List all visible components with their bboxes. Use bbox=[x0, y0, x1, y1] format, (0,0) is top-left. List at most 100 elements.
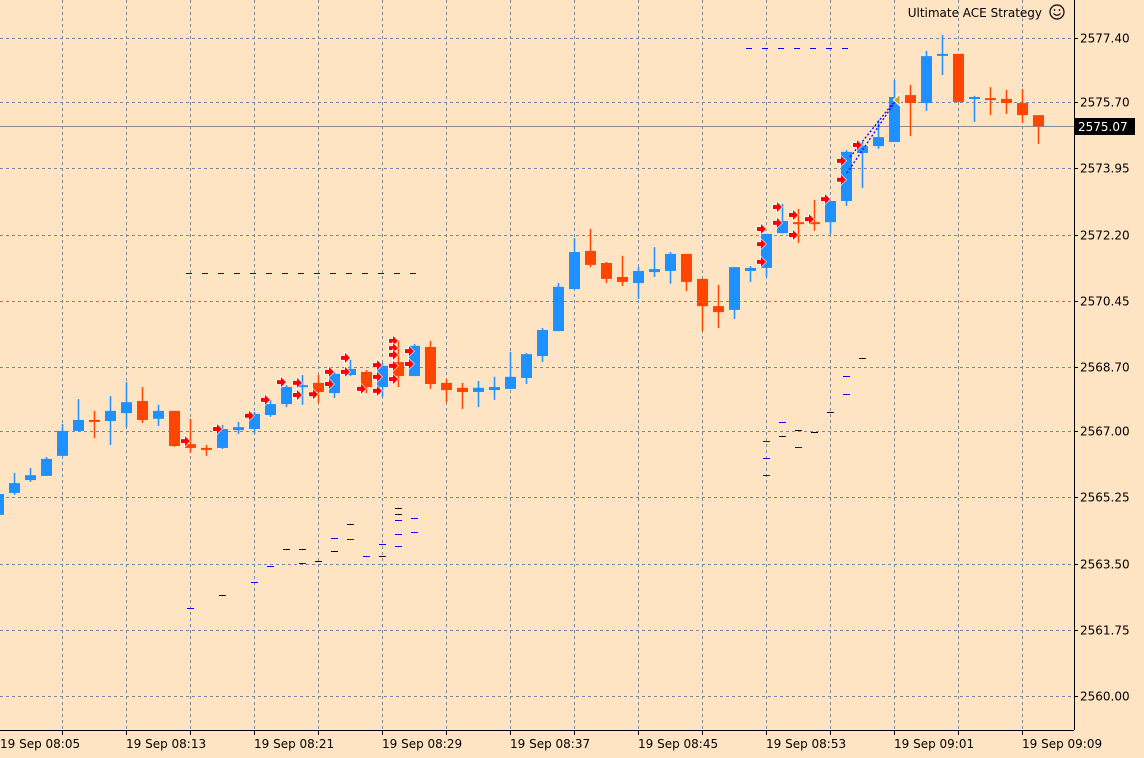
buy-arrow-icon bbox=[260, 393, 271, 407]
level-marks bbox=[187, 358, 866, 609]
candle-body bbox=[41, 458, 52, 476]
bull-candle bbox=[729, 267, 740, 319]
bull-candle bbox=[505, 351, 516, 389]
time-axis[interactable]: 19 Sep 08:05 19 Sep 08:13 19 Sep 08:21 19 S… bbox=[0, 730, 1102, 751]
bull-candle bbox=[489, 376, 500, 400]
bull-candle bbox=[409, 343, 420, 377]
bull-candle bbox=[377, 362, 388, 397]
candle-body bbox=[729, 267, 740, 310]
candle-body bbox=[825, 200, 836, 223]
candle-body bbox=[217, 429, 228, 448]
candle-body bbox=[697, 278, 708, 307]
price-tick-label: 2567.00 bbox=[1080, 425, 1130, 439]
buy-arrow-icon bbox=[388, 341, 399, 355]
bull-candle bbox=[233, 421, 244, 434]
bear-candle bbox=[137, 387, 148, 423]
bull-candle bbox=[969, 95, 980, 122]
bull-candle bbox=[521, 353, 532, 385]
price-tick-label: 2572.20 bbox=[1080, 229, 1130, 243]
bull-candle bbox=[873, 120, 884, 149]
candle-body bbox=[969, 96, 980, 99]
bear-candle bbox=[713, 284, 724, 329]
bull-candle bbox=[841, 149, 852, 206]
candle-body bbox=[441, 382, 452, 391]
candle-body bbox=[777, 221, 788, 234]
bull-candle bbox=[153, 404, 164, 426]
bull-candle bbox=[105, 396, 116, 445]
bull-candle bbox=[265, 399, 276, 417]
candle-body bbox=[601, 263, 612, 279]
candle-body bbox=[153, 410, 164, 419]
price-tick-label: 2570.45 bbox=[1080, 295, 1130, 309]
candle-body bbox=[793, 222, 804, 225]
buy-arrow-icon bbox=[324, 377, 335, 391]
price-tick-label: 2560.00 bbox=[1080, 690, 1130, 704]
bear-candle bbox=[985, 87, 996, 116]
buy-arrow-icon bbox=[388, 359, 399, 373]
bull-candle bbox=[9, 472, 20, 495]
candle-body bbox=[425, 346, 436, 385]
bull-candle bbox=[73, 399, 84, 431]
candle-body bbox=[937, 53, 948, 56]
candle-body bbox=[0, 494, 4, 515]
candle-body bbox=[809, 222, 820, 225]
bull-candle bbox=[777, 204, 788, 234]
buy-arrow-icon bbox=[180, 434, 191, 448]
bear-candle bbox=[1017, 89, 1028, 124]
candle-body bbox=[553, 286, 564, 332]
bull-candle bbox=[121, 382, 132, 428]
time-tick-label: 19 Sep 08:45 bbox=[638, 737, 718, 751]
price-tick-label: 2565.25 bbox=[1080, 491, 1130, 505]
bear-candle bbox=[953, 53, 964, 102]
bear-candle bbox=[185, 418, 196, 453]
bull-candle bbox=[825, 200, 836, 234]
buy-arrow-icon bbox=[820, 192, 831, 206]
time-tick-label: 19 Sep 08:21 bbox=[254, 737, 334, 751]
candle-body bbox=[905, 95, 916, 104]
buy-arrow-icon bbox=[324, 365, 335, 379]
time-tick-label: 19 Sep 08:37 bbox=[510, 737, 590, 751]
candle-body bbox=[841, 151, 852, 201]
level-lines bbox=[186, 48, 850, 274]
candle-body bbox=[185, 444, 196, 448]
buy-arrow-icon bbox=[772, 200, 783, 214]
bear-candle bbox=[585, 228, 596, 268]
candle-body bbox=[201, 447, 212, 450]
price-axis[interactable]: 2577.40 2575.70 2573.95 2572.20 2570.45 2568.… bbox=[1074, 32, 1130, 704]
bull-candle bbox=[665, 252, 676, 284]
candle-body bbox=[489, 387, 500, 391]
candle-body bbox=[329, 373, 340, 394]
buy-arrow-icon bbox=[852, 138, 863, 152]
candle-body bbox=[537, 329, 548, 357]
buy-arrow-icon bbox=[292, 376, 303, 390]
candle-body bbox=[713, 306, 724, 313]
indicator-title: Ultimate ACE Strategy bbox=[908, 6, 1042, 20]
candle-body bbox=[681, 253, 692, 282]
price-tick-label: 2561.75 bbox=[1080, 624, 1130, 638]
bear-candle bbox=[1001, 89, 1012, 115]
buy-arrow-icon bbox=[804, 212, 815, 226]
candle-body bbox=[585, 250, 596, 265]
time-tick-label: 19 Sep 09:09 bbox=[1022, 737, 1102, 751]
bear-candle bbox=[601, 261, 612, 284]
candle-body bbox=[1001, 98, 1012, 104]
bull-candle bbox=[297, 374, 308, 405]
buy-arrow-icon bbox=[756, 237, 767, 251]
bear-candle bbox=[1033, 115, 1044, 144]
bear-candle bbox=[169, 410, 180, 447]
candle-body bbox=[633, 270, 644, 284]
buy-arrow-icon bbox=[788, 208, 799, 222]
buy-arrow-icon bbox=[788, 228, 799, 242]
bull-candle bbox=[0, 494, 4, 515]
bull-candle bbox=[761, 233, 772, 277]
candle-body bbox=[297, 385, 308, 388]
price-tick-label: 2575.70 bbox=[1080, 96, 1130, 110]
buy-arrow-icon bbox=[372, 370, 383, 384]
candle-body bbox=[265, 404, 276, 416]
bear-candle bbox=[809, 199, 820, 231]
candles bbox=[0, 34, 1044, 515]
candle-body bbox=[985, 98, 996, 101]
candle-body bbox=[73, 419, 84, 431]
